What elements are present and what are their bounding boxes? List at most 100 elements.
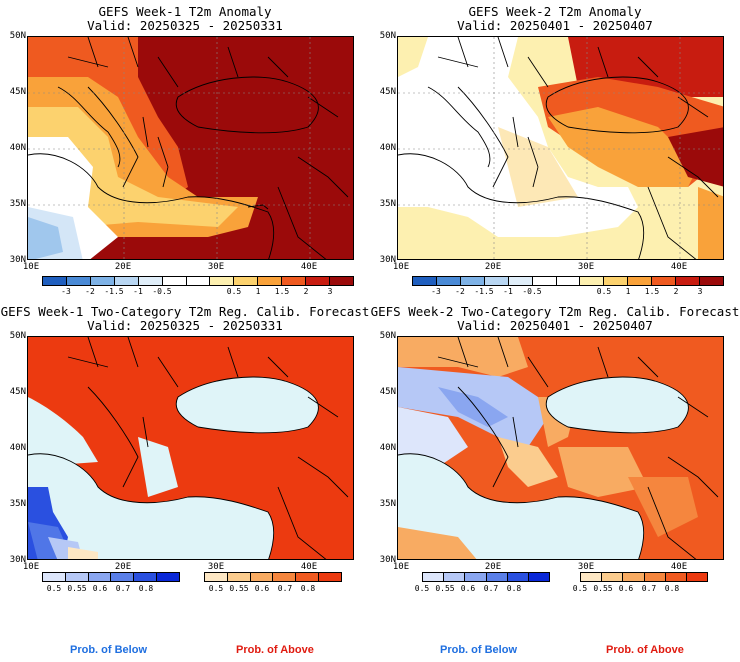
colorbar-tick: 1 [255, 287, 261, 296]
colorbar-tick: 0.6 [92, 584, 108, 593]
colorbar-tick: 0.8 [506, 584, 522, 593]
lat-label: 30N [379, 255, 396, 265]
colorbar-tick: 0.55 [229, 584, 249, 593]
panel-week1-anomaly: GEFS Week-1 T2m Anomaly Valid: 20250325 … [0, 0, 370, 300]
colorbar-tick: -3 [61, 287, 71, 296]
lon-label: 10E [22, 262, 40, 272]
lat-label: 30N [9, 555, 26, 565]
colorbar-tick: 1.5 [274, 287, 290, 296]
colorbar-tick: -2 [455, 287, 465, 296]
lat-label: 40N [379, 143, 396, 153]
colorbar-tick: -0.5 [152, 287, 172, 296]
lon-label: 20E [114, 562, 132, 572]
colorbar-tick: 0.7 [641, 584, 657, 593]
colorbar-tick: -1 [503, 287, 513, 296]
below-colorbar [422, 572, 550, 582]
prob-above-label: Prob. of Above [236, 644, 314, 656]
lon-label: 40E [300, 562, 318, 572]
panel-valid-dates: Valid: 20250325 - 20250331 [87, 318, 283, 333]
lat-label: 40N [9, 143, 26, 153]
colorbar-tick: 0.8 [300, 584, 316, 593]
colorbar-tick: 0.7 [115, 584, 131, 593]
panel-title: GEFS Week-2 Two-Category T2m Reg. Calib.… [370, 304, 740, 319]
panel-title: GEFS Week-1 T2m Anomaly [98, 4, 272, 19]
colorbar-tick: 0.7 [277, 584, 293, 593]
colorbar-tick: 0.8 [664, 584, 680, 593]
lat-label: 40N [9, 443, 26, 453]
colorbar-tick: 0.6 [460, 584, 476, 593]
panel-week2-probability: GEFS Week-2 Two-Category T2m Reg. Calib.… [370, 300, 740, 662]
colorbar-tick: 2 [303, 287, 309, 296]
colorbar-tick: 0.5 [208, 584, 224, 593]
above-colorbar [204, 572, 342, 582]
anomaly-map [397, 36, 724, 260]
lat-label: 50N [9, 331, 26, 341]
prob-above-label: Prob. of Above [606, 644, 684, 656]
lat-label: 35N [9, 199, 26, 209]
lon-label: 10E [392, 262, 410, 272]
lon-label: 40E [670, 262, 688, 272]
colorbar-tick: 0.8 [138, 584, 154, 593]
colorbar-tick: 0.55 [435, 584, 455, 593]
lat-label: 50N [379, 331, 396, 341]
lat-label: 40N [379, 443, 396, 453]
prob-below-label: Prob. of Below [440, 644, 517, 656]
colorbar-tick: -2 [85, 287, 95, 296]
lon-label: 20E [484, 262, 502, 272]
colorbar-tick: 2 [673, 287, 679, 296]
anomaly-colorbar [42, 276, 354, 286]
prob-below-label: Prob. of Below [70, 644, 147, 656]
lon-label: 10E [392, 562, 410, 572]
colorbar-tick: 0.6 [618, 584, 634, 593]
below-colorbar [42, 572, 180, 582]
panel-week2-anomaly: GEFS Week-2 T2m Anomaly Valid: 20250401 … [370, 0, 740, 300]
colorbar-tick: 0.5 [596, 287, 612, 296]
lat-label: 45N [379, 387, 396, 397]
probability-map [397, 336, 724, 560]
lon-label: 30E [207, 262, 225, 272]
lat-label: 30N [379, 555, 396, 565]
colorbar-tick: 0.5 [572, 584, 588, 593]
colorbar-tick: 0.5 [414, 584, 430, 593]
lon-label: 40E [670, 562, 688, 572]
above-colorbar [580, 572, 708, 582]
lat-label: 35N [9, 499, 26, 509]
panel-title: GEFS Week-1 Two-Category T2m Reg. Calib.… [0, 304, 370, 319]
lon-label: 30E [207, 562, 225, 572]
anomaly-colorbar [412, 276, 724, 286]
lat-label: 50N [9, 31, 26, 41]
panel-title: GEFS Week-2 T2m Anomaly [468, 4, 642, 19]
lat-label: 35N [379, 499, 396, 509]
panel-week1-probability: GEFS Week-1 Two-Category T2m Reg. Calib.… [0, 300, 370, 662]
colorbar-tick: -3 [431, 287, 441, 296]
lon-label: 30E [577, 262, 595, 272]
panel-valid-dates: Valid: 20250325 - 20250331 [87, 18, 283, 33]
lon-label: 40E [300, 262, 318, 272]
colorbar-tick: 0.55 [593, 584, 613, 593]
colorbar-tick: -1.5 [474, 287, 494, 296]
colorbar-tick: 3 [327, 287, 333, 296]
colorbar-tick: 0.5 [226, 287, 242, 296]
lon-label: 20E [114, 262, 132, 272]
panel-valid-dates: Valid: 20250401 - 20250407 [457, 318, 653, 333]
anomaly-map [27, 36, 354, 260]
colorbar-tick: 0.55 [67, 584, 87, 593]
colorbar-tick: -0.5 [522, 287, 542, 296]
lat-label: 45N [9, 387, 26, 397]
lat-label: 45N [379, 87, 396, 97]
colorbar-tick: 0.6 [254, 584, 270, 593]
colorbar-tick: 3 [697, 287, 703, 296]
probability-map [27, 336, 354, 560]
colorbar-tick: 1 [625, 287, 631, 296]
lat-label: 35N [379, 199, 396, 209]
lon-label: 20E [484, 562, 502, 572]
colorbar-tick: -1.5 [104, 287, 124, 296]
colorbar-tick: 0.7 [483, 584, 499, 593]
lat-label: 50N [379, 31, 396, 41]
panel-valid-dates: Valid: 20250401 - 20250407 [457, 18, 653, 33]
lon-label: 10E [22, 562, 40, 572]
colorbar-tick: 1.5 [644, 287, 660, 296]
colorbar-tick: -1 [133, 287, 143, 296]
lat-label: 45N [9, 87, 26, 97]
colorbar-tick: 0.5 [46, 584, 62, 593]
